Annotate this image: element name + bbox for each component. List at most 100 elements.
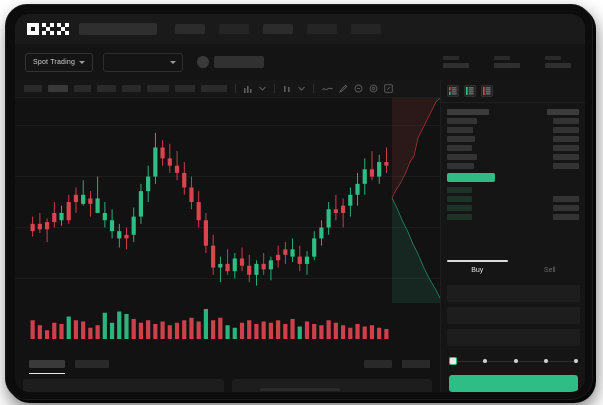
okx-logo-icon[interactable]: [27, 23, 69, 35]
market-subheader: Spot Trading: [15, 44, 585, 80]
nav-item-trade[interactable]: [263, 24, 293, 34]
magnet-tool-icon[interactable]: [354, 84, 363, 93]
timeframe-1d[interactable]: [147, 85, 169, 92]
chevron-down-icon: [170, 60, 177, 64]
fullscreen-expand-icon[interactable]: [384, 84, 393, 93]
timeframe-more[interactable]: [201, 85, 227, 92]
timeframe-1m[interactable]: [24, 85, 42, 92]
orderbook-header-divider: [441, 102, 585, 103]
slider-mark-50[interactable]: [513, 359, 518, 363]
toolbar-divider: [274, 84, 275, 93]
orderbook-view-modes: [441, 80, 585, 102]
tab-open-orders[interactable]: [29, 360, 65, 374]
orderbook-bid-row[interactable]: [447, 212, 579, 221]
orderbook-bid-row[interactable]: [447, 203, 579, 212]
chart-gridline: [15, 278, 440, 279]
nav-item-markets[interactable]: [219, 24, 249, 34]
tab-sell[interactable]: Sell: [514, 260, 586, 280]
orderbook-mode-both-icon[interactable]: [447, 85, 459, 97]
stat-value: [443, 63, 469, 68]
orderbook-asks[interactable]: [441, 107, 585, 170]
percent-slider[interactable]: [449, 356, 578, 366]
order-price-field[interactable]: [447, 285, 580, 302]
order-form: [441, 280, 585, 392]
orderbook-ask-row[interactable]: [447, 161, 579, 170]
orderbook-ask-row[interactable]: [447, 125, 579, 134]
orderbook-bids[interactable]: [441, 185, 585, 221]
orderbook-total-cell: [553, 126, 579, 133]
app-screen: Spot Trading: [15, 14, 585, 392]
chart-type-chevron-down-icon[interactable]: [298, 86, 305, 91]
orderbook-price-cell: [447, 144, 472, 151]
indicators-chevron-down-icon[interactable]: [259, 86, 266, 91]
search-input[interactable]: [79, 23, 157, 35]
nav-item-earn[interactable]: [351, 24, 381, 34]
orderbook-ask-row[interactable]: [447, 116, 579, 125]
orders-tabs-actions: [364, 360, 430, 368]
market-type-dropdown[interactable]: Spot Trading: [25, 52, 94, 72]
timeframe-15m[interactable]: [74, 85, 91, 92]
order-total-field[interactable]: [447, 329, 580, 346]
market-type-label: Spot Trading: [33, 58, 76, 66]
slider-mark-100[interactable]: [574, 359, 578, 363]
orderbook-ask-row[interactable]: [447, 152, 579, 161]
header-nav: [175, 24, 381, 34]
device-frame: Spot Trading: [5, 4, 593, 400]
submit-buy-button[interactable]: [449, 375, 578, 392]
orderbook-price-cell: [447, 126, 473, 133]
orderbook-total-cell: [553, 162, 579, 169]
orderbook-ask-row[interactable]: [447, 134, 579, 143]
orderbook-total-cell: [553, 213, 579, 220]
chevron-down-icon: [79, 60, 86, 64]
orderbook-total-cell: [553, 195, 579, 202]
order-form-tabs: Buy Sell: [441, 260, 585, 280]
orders-tabs: [15, 353, 440, 375]
orderbook-price-cell: [447, 117, 477, 124]
depth-overlay: [391, 98, 440, 303]
order-amount-field[interactable]: [447, 307, 580, 324]
orderbook-column-headers: [447, 107, 579, 116]
candlestick-series: [30, 132, 389, 286]
indicators-icon[interactable]: [244, 85, 253, 93]
orderbook-price-cell: [447, 186, 472, 193]
pair-name: [214, 56, 265, 68]
slider-mark-25[interactable]: [483, 359, 488, 363]
timeframe-1h[interactable]: [97, 85, 116, 92]
coin-avatar-icon: [197, 56, 210, 68]
orderbook-total-cell: [553, 144, 579, 151]
tab-order-history[interactable]: [75, 360, 109, 368]
chart-gridline: [15, 227, 440, 228]
pencil-tool-icon[interactable]: [339, 84, 348, 93]
stat-label: [545, 56, 561, 60]
nav-item-buy-crypto[interactable]: [175, 24, 205, 34]
cancel-all-button[interactable]: [402, 360, 430, 368]
nav-item-derivatives[interactable]: [307, 24, 337, 34]
orderbook-bid-row[interactable]: [447, 185, 579, 194]
orderbook-price-cell: [447, 213, 472, 220]
orderbook-price-cell: [447, 153, 477, 160]
line-tool-icon[interactable]: [322, 86, 333, 92]
positions-panel[interactable]: [23, 379, 224, 392]
stat-label: [494, 56, 510, 60]
slider-mark-75[interactable]: [543, 359, 548, 363]
settings-gear-icon[interactable]: [369, 84, 378, 93]
slider-handle[interactable]: [449, 357, 457, 365]
app-header: [15, 14, 585, 44]
tab-buy[interactable]: Buy: [441, 260, 514, 280]
orderbook-bid-row[interactable]: [447, 194, 579, 203]
pair-selector[interactable]: [103, 52, 184, 72]
chart-type-icon[interactable]: [283, 85, 292, 93]
timeframe-5m[interactable]: [48, 85, 68, 92]
stat-value: [545, 63, 571, 68]
orderbook-mode-bids-icon[interactable]: [464, 85, 476, 97]
timeframe-4h[interactable]: [122, 85, 141, 92]
timeframe-1w[interactable]: [175, 85, 195, 92]
stat-value: [494, 63, 520, 68]
stat-24h-volume: [545, 56, 571, 68]
orderbook-ask-row[interactable]: [447, 143, 579, 152]
toolbar-divider: [313, 84, 314, 93]
toolbar-divider: [235, 84, 236, 93]
hide-other-pairs-toggle[interactable]: [364, 360, 392, 368]
price-chart[interactable]: [15, 98, 440, 353]
orderbook-mode-asks-icon[interactable]: [481, 85, 493, 97]
